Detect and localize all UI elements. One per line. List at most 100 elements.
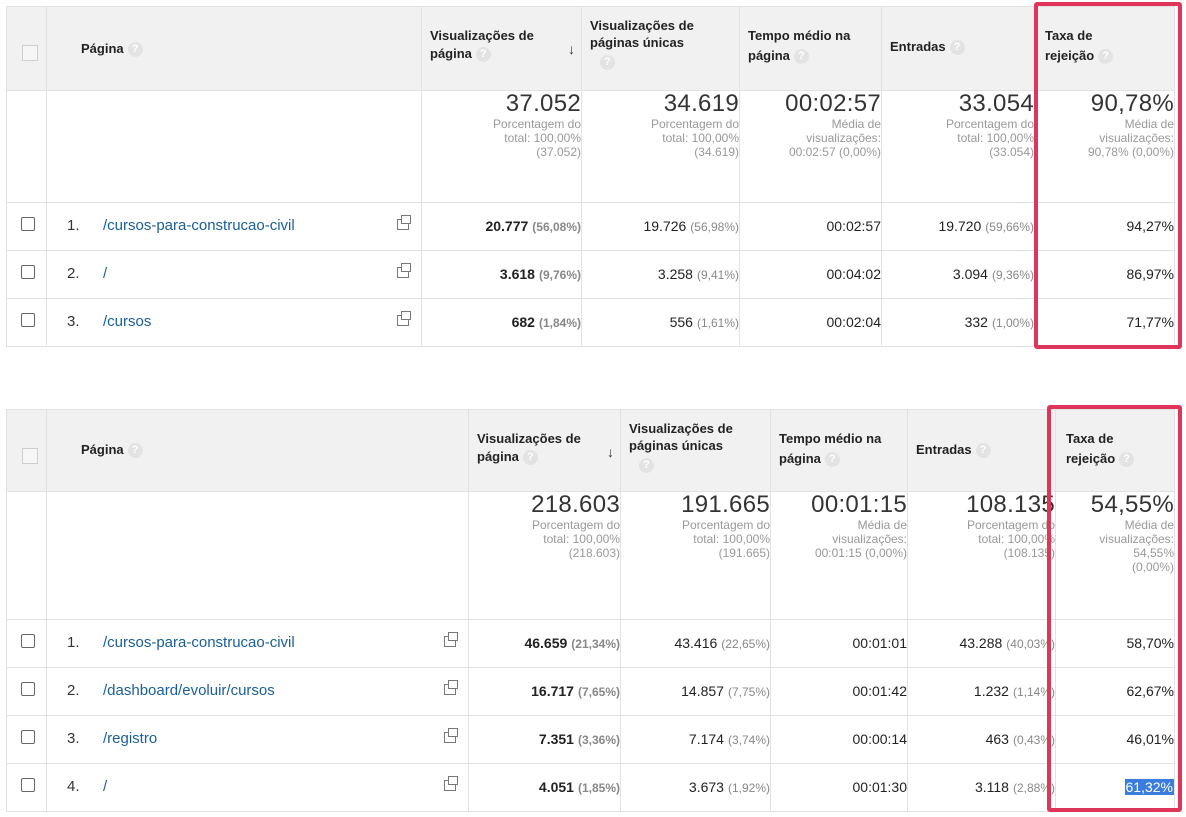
column-header-unique-label-line2: páginas únicas [629, 438, 723, 453]
selected-text[interactable]: 61,32% [1124, 779, 1174, 795]
cell-pageviews: 46.659 (21,34%) [468, 619, 621, 668]
cell-bounce: 71,77% [1034, 298, 1175, 347]
select-all-checkbox[interactable] [22, 448, 38, 464]
cell-pageviews: 682 (1,84%) [421, 298, 582, 347]
column-header-avg-time[interactable]: Tempo médio na página? [739, 6, 882, 91]
column-header-pageviews-label-line1: Visualizações de [430, 28, 534, 43]
column-header-unique-label-line1: Visualizações de [590, 18, 694, 33]
open-external-icon[interactable] [444, 728, 458, 743]
table-row: 2. / 3.618 (9,76%) 3.258 (9,41%) 00:04:02 … [6, 250, 1175, 299]
row-checkbox[interactable] [21, 313, 35, 327]
total-unique-pageviews: 34.619 Porcentagem do total: 100,00% (34… [581, 90, 740, 203]
column-header-unique-pageviews[interactable]: Visualizações de páginas únicas ? [581, 6, 740, 91]
page-link[interactable]: /registro [103, 730, 158, 747]
column-header-entries[interactable]: Entradas? [907, 409, 1056, 492]
help-circle-icon[interactable]: ? [127, 443, 143, 459]
column-header-bounce-label-line2: rejeição [1045, 48, 1095, 63]
row-checkbox[interactable] [21, 634, 35, 648]
help-circle-icon[interactable]: ? [949, 40, 965, 56]
help-circle-icon[interactable]: ? [793, 49, 809, 65]
row-checkbox[interactable] [21, 682, 35, 696]
cell-unique: 556 (1,61%) [581, 298, 740, 347]
totals-row: 218.603 Porcentagem do total: 100,00% (2… [6, 491, 1175, 620]
open-external-icon[interactable] [397, 215, 411, 230]
help-circle-icon[interactable]: ? [1098, 49, 1114, 65]
row-checkbox[interactable] [21, 730, 35, 744]
page-link[interactable]: /cursos [103, 313, 152, 330]
cell-time: 00:02:04 [739, 298, 882, 347]
cell-bounce: 86,97% [1034, 250, 1175, 299]
page-link[interactable]: /dashboard/evoluir/cursos [103, 682, 275, 699]
cell-unique: 3.258 (9,41%) [581, 250, 740, 299]
row-index: 2. [67, 682, 80, 699]
row-index: 4. [67, 778, 80, 795]
help-circle-icon[interactable]: ? [975, 443, 991, 459]
cell-pageviews: 7.351 (3,36%) [468, 715, 621, 764]
column-header-bounce-rate[interactable]: Taxa de rejeição? [1034, 6, 1175, 91]
total-avg-time: 00:01:15 Média de visualizações: 00:01:1… [770, 491, 908, 620]
select-all-checkbox-cell [6, 409, 47, 492]
column-header-page[interactable]: Página? [46, 6, 422, 91]
open-external-icon[interactable] [444, 776, 458, 791]
table-row: 4. / 4.051 (1,85%) 3.673 (1,92%) 00:01:30 … [6, 763, 1175, 812]
column-header-bounce-rate[interactable]: Taxa de rejeição? [1055, 409, 1175, 492]
column-header-pageviews[interactable]: Visualizações de página? ↓ [421, 6, 582, 91]
column-header-avg-time[interactable]: Tempo médio na página? [770, 409, 908, 492]
cell-entries: 19.720 (59,66%) [881, 202, 1035, 251]
help-circle-icon[interactable]: ? [600, 55, 615, 71]
help-circle-icon[interactable]: ? [522, 450, 538, 466]
column-header-bounce-label-line1: Taxa de [1066, 431, 1114, 446]
total-bounce-rate: 90,78% Média de visualizações: 90,78% (0… [1034, 90, 1175, 203]
cell-bounce: 58,70% [1055, 619, 1175, 668]
total-avg-time: 00:02:57 Média de visualizações: 00:02:5… [739, 90, 882, 203]
select-all-checkbox[interactable] [22, 45, 38, 61]
open-external-icon[interactable] [397, 311, 411, 326]
cell-pageviews: 4.051 (1,85%) [468, 763, 621, 812]
cell-pageviews: 16.717 (7,65%) [468, 667, 621, 716]
cell-entries: 463 (0,43%) [907, 715, 1056, 764]
help-circle-icon[interactable]: ? [824, 452, 840, 468]
row-checkbox[interactable] [21, 265, 35, 279]
column-header-pageviews-label-line2: página [477, 449, 519, 464]
row-index: 3. [67, 730, 80, 747]
column-header-pageviews[interactable]: Visualizações de página? ↓ [468, 409, 621, 492]
column-header-unique-label-line2: páginas únicas [590, 35, 684, 50]
column-header-unique-pageviews[interactable]: Visualizações de páginas únicas ? [620, 409, 771, 492]
help-circle-icon[interactable]: ? [127, 42, 143, 58]
cell-time: 00:02:57 [739, 202, 882, 251]
row-checkbox[interactable] [21, 778, 35, 792]
total-pageviews: 218.603 Porcentagem do total: 100,00% (2… [468, 491, 621, 620]
arrow-down-icon[interactable]: ↓ [607, 444, 614, 460]
table-row: 3. /registro 7.351 (3,36%) 7.174 (3,74%) 0… [6, 715, 1175, 764]
column-header-pageviews-label-line2: página [430, 46, 472, 61]
open-external-icon[interactable] [444, 632, 458, 647]
column-header-entries-label: Entradas [916, 442, 972, 457]
help-circle-icon[interactable]: ? [639, 458, 654, 474]
row-index: 1. [67, 217, 80, 234]
cell-bounce: 61,32% [1055, 763, 1175, 812]
cell-time: 00:01:42 [770, 667, 908, 716]
page-link[interactable]: / [103, 265, 108, 282]
page-link[interactable]: /cursos-para-construcao-civil [103, 217, 295, 234]
help-circle-icon[interactable]: ? [1119, 452, 1135, 468]
help-circle-icon[interactable]: ? [475, 47, 491, 63]
cell-entries: 43.288 (40,03%) [907, 619, 1056, 668]
cell-unique: 3.673 (1,92%) [620, 763, 771, 812]
cell-unique: 43.416 (22,65%) [620, 619, 771, 668]
select-all-checkbox-cell [6, 6, 47, 91]
page-link[interactable]: /cursos-para-construcao-civil [103, 634, 295, 651]
column-header-entries[interactable]: Entradas? [881, 6, 1035, 91]
column-header-page[interactable]: Página? [46, 409, 469, 492]
open-external-icon[interactable] [444, 680, 458, 695]
arrow-down-icon[interactable]: ↓ [568, 41, 575, 57]
column-header-page-label: Página [81, 442, 124, 457]
row-index: 2. [67, 265, 80, 282]
total-bounce-rate: 54,55% Média de visualizações: 54,55% (0… [1055, 491, 1175, 620]
row-checkbox[interactable] [21, 217, 35, 231]
open-external-icon[interactable] [397, 263, 411, 278]
cell-bounce: 94,27% [1034, 202, 1175, 251]
column-header-pageviews-label-line1: Visualizações de [477, 431, 581, 446]
totals-row: 37.052 Porcentagem do total: 100,00% (37… [6, 90, 1175, 203]
page-link[interactable]: / [103, 778, 108, 795]
table-row: 3. /cursos 682 (1,84%) 556 (1,61%) 00:02:0… [6, 298, 1175, 347]
